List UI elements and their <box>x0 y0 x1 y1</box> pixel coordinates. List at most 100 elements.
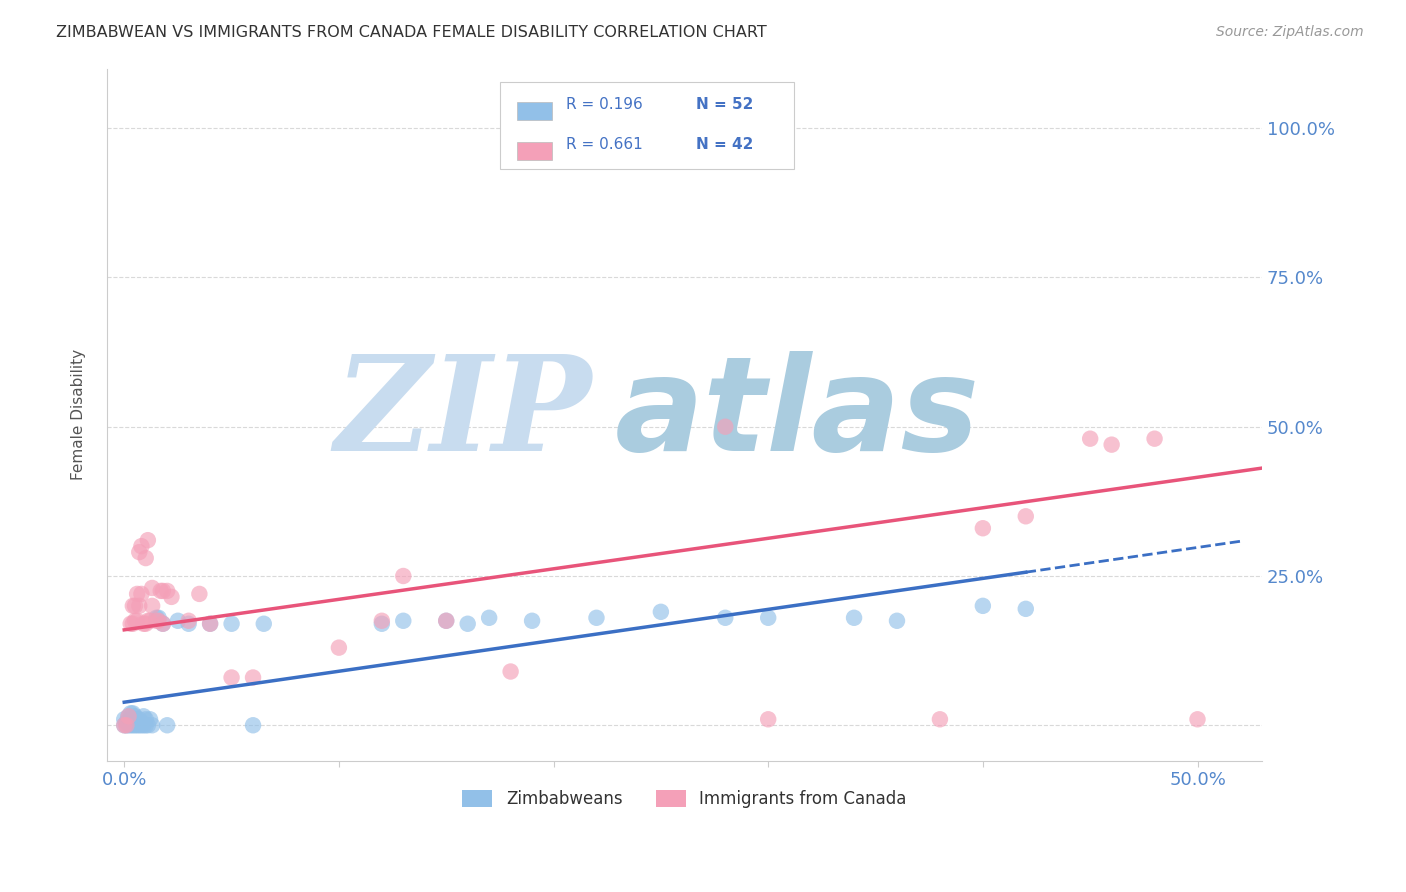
Point <box>136 614 159 628</box>
Point <box>131 715 153 730</box>
Point <box>128 545 150 559</box>
Point <box>115 715 138 730</box>
Point <box>221 671 243 685</box>
Point <box>160 590 183 604</box>
Point <box>242 718 264 732</box>
Point <box>714 419 737 434</box>
Point <box>121 706 143 721</box>
Point <box>117 718 139 732</box>
FancyBboxPatch shape <box>499 82 794 169</box>
Point <box>121 718 143 732</box>
Point <box>120 616 142 631</box>
Point <box>434 614 457 628</box>
Point <box>145 611 167 625</box>
Point <box>124 614 146 628</box>
Text: R = 0.661: R = 0.661 <box>565 137 643 153</box>
Point <box>115 718 138 732</box>
FancyBboxPatch shape <box>517 102 551 120</box>
Point <box>499 665 522 679</box>
Text: N = 42: N = 42 <box>696 137 754 153</box>
Point <box>135 551 157 566</box>
Point <box>131 539 153 553</box>
Point <box>135 712 157 726</box>
Point <box>152 583 174 598</box>
Point <box>148 611 170 625</box>
Point <box>131 587 153 601</box>
Point <box>136 718 159 732</box>
Point <box>127 718 149 732</box>
Point <box>198 616 221 631</box>
Point <box>112 718 135 732</box>
Point <box>886 614 908 628</box>
Point <box>167 614 190 628</box>
Point <box>115 718 138 732</box>
Point <box>112 712 135 726</box>
Point <box>1187 712 1209 726</box>
Point <box>972 521 994 535</box>
Point <box>198 616 221 631</box>
Point <box>128 718 150 732</box>
FancyBboxPatch shape <box>517 143 551 160</box>
Point <box>112 718 135 732</box>
Point <box>120 715 142 730</box>
Point <box>141 599 163 613</box>
Text: Source: ZipAtlas.com: Source: ZipAtlas.com <box>1216 25 1364 39</box>
Text: atlas: atlas <box>616 351 980 478</box>
Point <box>124 715 146 730</box>
Point <box>132 616 155 631</box>
Point <box>141 581 163 595</box>
Point <box>756 712 779 726</box>
Point <box>478 611 501 625</box>
Text: ZIMBABWEAN VS IMMIGRANTS FROM CANADA FEMALE DISABILITY CORRELATION CHART: ZIMBABWEAN VS IMMIGRANTS FROM CANADA FEM… <box>56 25 768 40</box>
Point <box>131 718 153 732</box>
Point <box>585 611 607 625</box>
Point <box>127 614 149 628</box>
Point <box>132 718 155 732</box>
Point <box>929 712 952 726</box>
Point <box>1015 602 1038 616</box>
Point <box>188 587 211 601</box>
Point <box>145 614 167 628</box>
Point <box>132 709 155 723</box>
Point <box>371 614 394 628</box>
Point <box>756 611 779 625</box>
Point <box>177 616 200 631</box>
Point <box>139 614 162 628</box>
Point <box>121 616 143 631</box>
Point <box>141 718 163 732</box>
Point <box>128 712 150 726</box>
Point <box>124 709 146 723</box>
Point <box>148 614 170 628</box>
Point <box>1143 432 1166 446</box>
Point <box>1078 432 1101 446</box>
Point <box>152 616 174 631</box>
Point <box>972 599 994 613</box>
Point <box>1015 509 1038 524</box>
Point <box>650 605 672 619</box>
Point <box>221 616 243 631</box>
Point <box>392 569 415 583</box>
Point <box>253 616 276 631</box>
Point <box>156 583 179 598</box>
Point <box>156 718 179 732</box>
Point <box>127 712 149 726</box>
Y-axis label: Female Disability: Female Disability <box>72 350 86 481</box>
Point <box>135 718 157 732</box>
Point <box>117 709 139 723</box>
Point <box>434 614 457 628</box>
Point <box>136 533 159 548</box>
Point <box>120 718 142 732</box>
Point <box>714 611 737 625</box>
Point <box>392 614 415 628</box>
Point <box>242 671 264 685</box>
Legend: Zimbabweans, Immigrants from Canada: Zimbabweans, Immigrants from Canada <box>456 783 912 815</box>
Point <box>842 611 865 625</box>
Point <box>152 616 174 631</box>
Point <box>121 599 143 613</box>
Text: N = 52: N = 52 <box>696 97 754 112</box>
Point <box>139 712 162 726</box>
Point <box>117 709 139 723</box>
Point <box>371 616 394 631</box>
Text: R = 0.196: R = 0.196 <box>565 97 643 112</box>
Point <box>1101 437 1123 451</box>
